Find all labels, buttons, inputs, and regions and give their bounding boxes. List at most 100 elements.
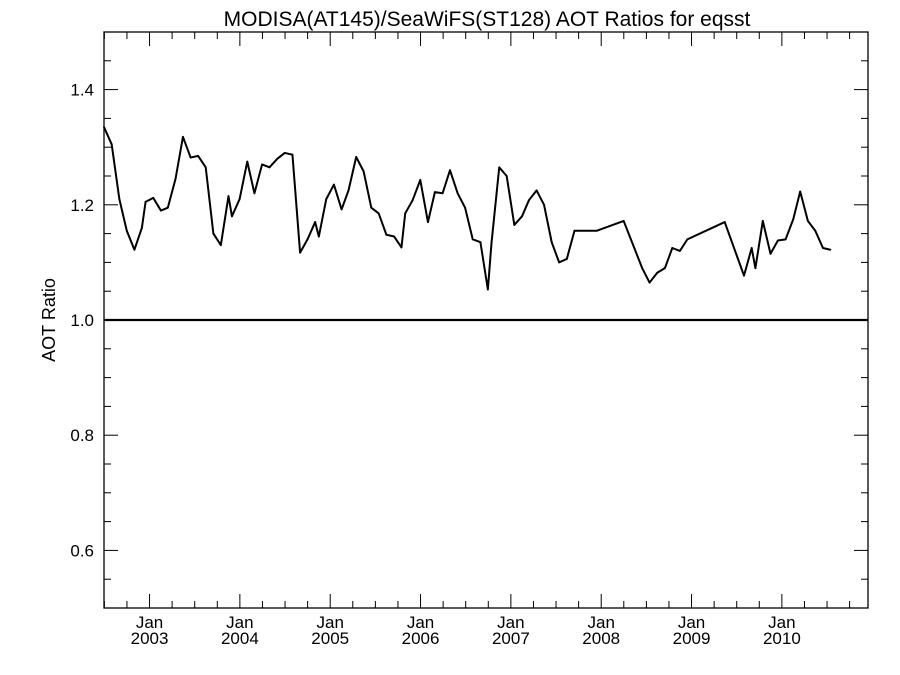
data-point: [370, 206, 373, 209]
data-point: [792, 218, 795, 221]
data-point: [166, 206, 169, 209]
data-point: [723, 221, 726, 223]
x-tick-label-month: Jan: [768, 613, 795, 632]
data-point: [404, 212, 407, 215]
data-point: [565, 258, 568, 260]
x-tick-label-year: 2009: [673, 629, 711, 648]
data-point: [333, 183, 335, 186]
data-point: [769, 252, 772, 255]
x-tick-label-year: 2006: [402, 629, 440, 648]
series-line: [103, 126, 831, 291]
data-point: [347, 189, 350, 192]
chart-title: MODISA(AT145)/SeaWiFS(ST128) AOT Ratios …: [224, 8, 751, 31]
x-tick-label-month: Jan: [136, 613, 163, 632]
data-point: [340, 208, 343, 211]
data-point: [596, 229, 598, 232]
data-point: [393, 235, 395, 238]
data-point: [777, 239, 779, 242]
data-point: [622, 220, 625, 222]
data-point: [197, 154, 199, 157]
data-point: [558, 261, 561, 264]
data-point: [663, 267, 666, 270]
data-point: [189, 156, 192, 159]
x-tick-label-year: 2007: [492, 629, 530, 648]
data-point: [253, 192, 256, 195]
data-point: [505, 175, 508, 177]
data-point: [679, 249, 681, 252]
series-layer: [103, 126, 832, 291]
data-point: [641, 267, 644, 270]
data-point: [449, 169, 451, 172]
data-point: [806, 220, 809, 222]
x-tick-label-month: Jan: [226, 613, 253, 632]
data-point: [144, 201, 147, 203]
data-point: [411, 199, 414, 202]
data-point: [238, 198, 241, 200]
y-tick-label: 1.2: [70, 196, 94, 215]
data-point: [486, 288, 489, 291]
data-point: [110, 143, 113, 146]
data-point: [743, 274, 745, 277]
data-point: [283, 152, 286, 154]
data-point: [814, 229, 817, 232]
axis-layer: 0.60.81.01.21.4Jan2003Jan2004Jan2005Jan2…: [70, 31, 868, 648]
data-point: [140, 226, 143, 229]
y-tick-label: 1.0: [70, 311, 94, 330]
data-point: [686, 238, 689, 241]
data-point: [543, 203, 545, 206]
data-point: [317, 235, 320, 238]
data-point: [528, 199, 530, 202]
data-point: [362, 170, 365, 173]
plot-frame: [103, 31, 869, 609]
data-point: [456, 192, 459, 195]
data-point: [246, 160, 249, 163]
data-point: [550, 241, 553, 244]
data-point: [513, 224, 516, 226]
data-point: [648, 281, 651, 284]
data-point: [521, 215, 523, 218]
data-point: [573, 229, 576, 232]
y-axis-label: AOT Ratio: [39, 278, 59, 362]
y-tick-label: 0.6: [70, 541, 94, 560]
data-point: [291, 153, 294, 156]
data-point: [829, 248, 832, 251]
x-tick-label-year: 2004: [221, 629, 259, 648]
data-point: [133, 248, 136, 251]
data-point: [498, 166, 501, 169]
data-point: [400, 246, 403, 249]
data-point: [464, 206, 466, 209]
data-point: [799, 190, 802, 193]
data-point: [385, 233, 388, 236]
data-point: [784, 238, 787, 241]
data-point: [433, 191, 436, 194]
data-point: [160, 209, 162, 212]
x-tick-label-year: 2003: [131, 629, 169, 648]
data-point: [441, 192, 444, 195]
data-point: [299, 251, 301, 254]
data-point: [822, 247, 824, 249]
data-point: [535, 189, 538, 192]
data-point: [118, 198, 121, 200]
data-point: [490, 241, 493, 244]
data-point: [754, 267, 757, 270]
data-point: [219, 244, 222, 247]
data-point: [325, 198, 328, 200]
x-tick-label-year: 2008: [582, 629, 620, 648]
x-tick-label-year: 2005: [311, 629, 349, 648]
x-tick-label-month: Jan: [497, 613, 524, 632]
data-point: [212, 232, 215, 235]
data-point: [671, 247, 674, 249]
data-point: [125, 229, 128, 232]
data-point: [750, 247, 753, 249]
x-tick-label-month: Jan: [587, 613, 614, 632]
x-tick-label-year: 2010: [763, 629, 801, 648]
data-point: [261, 163, 263, 166]
data-point: [656, 271, 659, 274]
data-point: [231, 215, 233, 218]
data-point: [314, 221, 317, 223]
y-tick-label: 1.4: [70, 81, 94, 100]
data-point: [419, 179, 422, 181]
y-tick-label: 0.8: [70, 426, 94, 445]
data-point: [182, 135, 184, 138]
